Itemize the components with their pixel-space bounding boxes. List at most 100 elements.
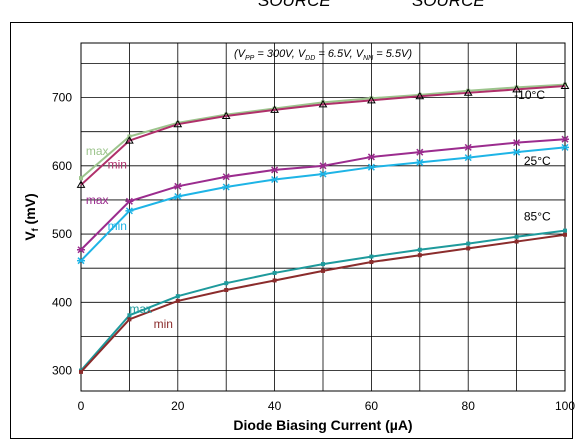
series-marker: [514, 239, 519, 244]
series-marker: [270, 175, 279, 184]
series-marker: [77, 257, 85, 265]
series-marker-stroke: [125, 207, 133, 215]
series-marker: [76, 180, 86, 188]
series-line: [80, 84, 566, 186]
x-tick-label: 60: [365, 399, 379, 413]
header-right-label: SOURCE: [412, 0, 485, 10]
series-marker: [127, 313, 132, 318]
series-marker: [270, 105, 279, 113]
series-marker: [175, 294, 180, 299]
annotation-label: min: [154, 317, 173, 331]
series-marker: [560, 81, 570, 89]
y-tick-label: 300: [52, 364, 72, 378]
header-labels: SOURCE SOURCE: [0, 0, 577, 20]
series-marker: [466, 246, 471, 251]
series-marker-stroke: [367, 153, 375, 161]
series-marker: [175, 298, 180, 303]
series-marker-stroke: [125, 197, 133, 205]
series-marker: [367, 95, 376, 104]
x-axis-title: Diode Biasing Current (µA): [233, 417, 412, 433]
series-marker: [222, 173, 231, 181]
series-marker: [417, 253, 422, 258]
x-tick-label: 80: [462, 399, 476, 413]
series-marker: [319, 162, 327, 170]
series-marker: [272, 106, 277, 111]
series-marker: [514, 85, 519, 90]
annotation-label: max: [86, 193, 109, 207]
y-tick-label: 700: [52, 91, 72, 105]
series-marker: [415, 158, 424, 166]
series-marker: [125, 136, 134, 144]
annotation-label: max: [86, 144, 109, 158]
series-marker: [512, 84, 521, 93]
annotation-label: min: [108, 219, 127, 233]
series-marker-stroke: [416, 148, 424, 156]
series-marker: [417, 247, 422, 252]
series-marker-stroke: [77, 257, 85, 265]
series-marker: [173, 119, 183, 128]
series-marker: [512, 139, 521, 147]
series-marker: [563, 228, 567, 233]
series-marker: [221, 111, 231, 120]
condition-text: (VPP = 300V, VDD = 6.5V, VNN = 5.5V): [234, 48, 412, 62]
series-marker: [270, 166, 279, 174]
series-marker: [367, 163, 376, 171]
series-marker: [369, 254, 374, 259]
series-marker: [367, 153, 376, 161]
series-marker: [173, 192, 182, 201]
series-marker-stroke: [513, 139, 521, 147]
x-tick-label: 0: [78, 399, 85, 413]
series-marker: [125, 207, 134, 215]
annotation-label: min: [108, 158, 127, 172]
series-marker: [127, 317, 132, 322]
series-marker: [319, 170, 327, 178]
series-marker: [321, 262, 325, 267]
series-marker-stroke: [416, 158, 424, 166]
series-marker: [561, 135, 569, 143]
series-marker: [514, 234, 519, 239]
series-marker: [369, 96, 374, 101]
series-marker: [173, 182, 182, 190]
series-marker-stroke: [319, 162, 327, 170]
series-marker: [79, 369, 83, 374]
series-marker: [272, 278, 277, 283]
series-marker-stroke: [222, 173, 230, 181]
series-marker: [224, 112, 229, 117]
annotation-label: 85°C: [524, 209, 551, 223]
series-marker: [321, 268, 325, 273]
series-marker: [125, 197, 134, 205]
series-marker: [369, 260, 374, 265]
annotation-label: -10°C: [514, 88, 545, 102]
header-left-label: SOURCE: [258, 0, 331, 10]
series-marker-stroke: [513, 148, 521, 156]
series-marker: [224, 288, 229, 293]
y-tick-label: 500: [52, 227, 72, 241]
series-marker: [415, 148, 424, 156]
series-marker: [415, 91, 425, 100]
series-marker: [224, 281, 229, 286]
series-marker: [417, 92, 422, 97]
series-marker-stroke: [367, 163, 375, 171]
annotation-label: max: [129, 302, 152, 316]
series-marker-stroke: [174, 182, 182, 190]
series-marker-stroke: [174, 192, 182, 201]
series-marker: [561, 143, 569, 151]
series-marker-stroke: [561, 143, 569, 151]
series-marker: [466, 241, 471, 246]
series-marker-stroke: [77, 246, 85, 254]
annotation-label: 25°C: [524, 154, 551, 168]
series-marker: [512, 148, 521, 156]
series-marker: [563, 232, 567, 237]
series-marker: [79, 176, 83, 181]
series-marker: [466, 88, 471, 93]
chart-frame: [10, 22, 573, 439]
series-marker: [321, 100, 325, 105]
series-marker: [318, 99, 328, 108]
series-marker: [222, 183, 231, 191]
series-marker: [464, 143, 473, 151]
series-marker: [463, 88, 473, 96]
series-marker: [464, 154, 473, 162]
x-tick-label: 100: [555, 399, 575, 413]
series-marker-stroke: [319, 170, 327, 178]
